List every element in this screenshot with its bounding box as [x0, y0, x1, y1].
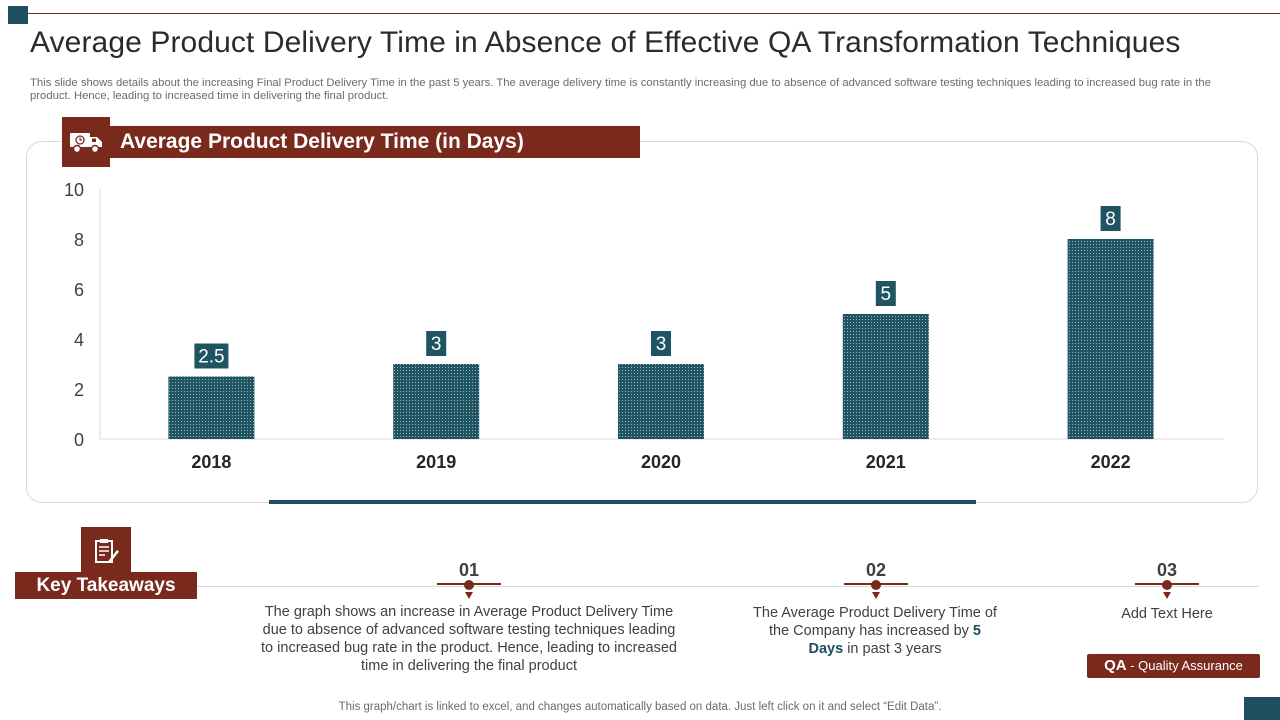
data-label-bg — [651, 331, 671, 356]
takeaways-divider — [197, 586, 1259, 587]
bar-2020 — [618, 364, 704, 439]
y-tick-label: 10 — [64, 180, 84, 200]
data-label-bg — [194, 343, 229, 369]
y-tick-label: 0 — [74, 430, 84, 450]
accent-bar — [269, 500, 976, 504]
slide-title: Average Product Delivery Time in Absence… — [30, 26, 1181, 59]
bar-2018 — [168, 376, 255, 439]
bar-2019 — [393, 364, 480, 439]
y-tick-label: 8 — [74, 230, 84, 250]
x-tick-label: 2022 — [1091, 452, 1131, 472]
x-tick-label: 2021 — [866, 452, 906, 472]
slide-subtitle: This slide shows details about the incre… — [30, 77, 1211, 102]
key-takeaways-label: Key Takeaways — [15, 572, 197, 599]
clipboard-pen-icon — [81, 527, 131, 575]
x-tick-label: 2020 — [641, 452, 681, 472]
takeaway-highlight: 5 Days — [808, 623, 982, 657]
data-label: 2.5 — [198, 347, 224, 368]
takeaway-number-02: 02 — [865, 560, 887, 580]
data-label: 8 — [1105, 209, 1116, 230]
takeaway-marker-dot — [1162, 580, 1172, 590]
corner-decoration — [8, 6, 28, 24]
takeaway-marker-dot — [871, 580, 881, 590]
takeaway-marker-arrow — [465, 592, 473, 599]
corner-decoration — [1244, 697, 1280, 720]
chart-title: Average Product Delivery Time (in Days) — [110, 126, 640, 158]
qa-legend-badge: QA - Quality Assurance — [1087, 654, 1260, 678]
y-tick-label: 4 — [74, 330, 84, 350]
top-divider — [28, 13, 1280, 14]
x-tick-label: 2018 — [191, 452, 231, 472]
data-label-bg — [875, 281, 896, 306]
takeaway-marker-arrow — [872, 592, 880, 599]
takeaway-text-02: The Average Product Delivery Time of the… — [753, 605, 997, 657]
x-tick-label: 2019 — [416, 452, 456, 472]
bar-2022 — [1067, 239, 1154, 439]
takeaway-text-01: The graph shows an increase in Average P… — [261, 604, 677, 674]
data-label: 3 — [656, 334, 667, 355]
takeaway-number-03: 03 — [1156, 560, 1178, 580]
takeaway-marker-dot — [464, 580, 474, 590]
data-label: 5 — [881, 284, 892, 305]
y-tick-label: 6 — [74, 280, 84, 300]
delivery-truck-icon — [62, 117, 110, 167]
bar-2021 — [842, 314, 929, 439]
data-label-bg — [1100, 206, 1121, 231]
takeaway-marker-arrow — [1163, 592, 1171, 599]
takeaway-text-03: Add Text Here — [1121, 606, 1213, 622]
takeaway-number-01: 01 — [458, 560, 480, 580]
footer-note: This graph/chart is linked to excel, and… — [338, 701, 942, 713]
data-label-bg — [426, 331, 447, 356]
data-label: 3 — [431, 334, 442, 355]
y-tick-label: 2 — [74, 380, 84, 400]
